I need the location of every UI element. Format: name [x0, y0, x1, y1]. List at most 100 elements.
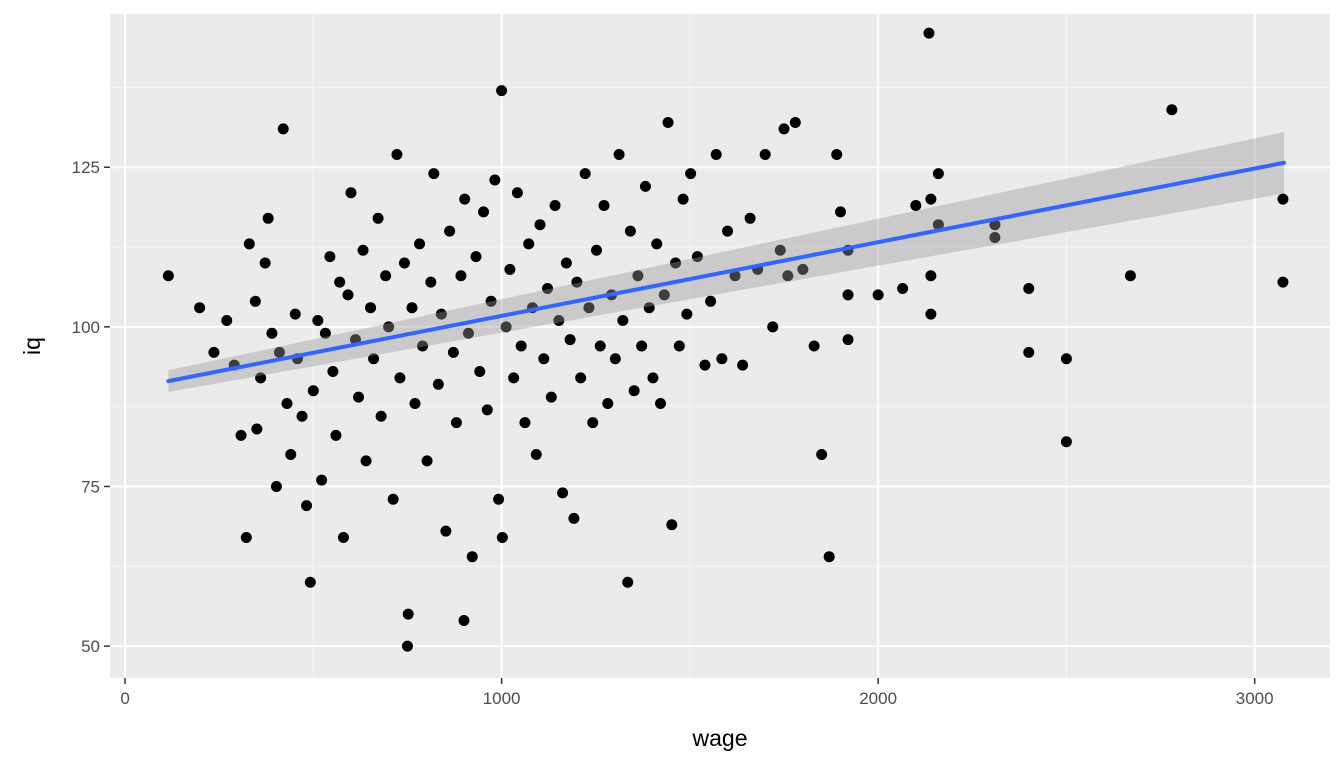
major-gridlines — [110, 14, 1330, 678]
x-tick-label: 3000 — [1236, 689, 1274, 708]
data-point — [662, 117, 674, 129]
data-point — [744, 212, 756, 224]
data-point — [553, 314, 565, 326]
data-point — [387, 493, 399, 505]
data-point — [722, 225, 734, 237]
data-point — [337, 532, 349, 544]
y-tick-label: 125 — [72, 158, 100, 177]
data-point — [394, 372, 406, 384]
data-point — [647, 372, 659, 384]
data-point — [312, 314, 324, 326]
data-point — [677, 193, 689, 205]
data-point — [655, 397, 667, 409]
data-point — [632, 270, 644, 282]
data-point — [368, 353, 380, 365]
data-point — [774, 244, 786, 256]
data-point — [598, 200, 610, 212]
data-point — [455, 270, 467, 282]
data-point — [925, 308, 937, 320]
data-point — [925, 193, 937, 205]
x-tick-label: 0 — [120, 689, 129, 708]
data-point — [989, 231, 1001, 243]
x-tick-label: 2000 — [859, 689, 897, 708]
data-point — [778, 123, 790, 135]
data-point — [208, 346, 220, 358]
data-point — [613, 148, 625, 160]
data-point — [504, 263, 516, 275]
data-point — [360, 455, 372, 467]
data-point — [417, 340, 429, 352]
data-point — [651, 238, 663, 250]
data-point — [737, 359, 749, 371]
data-point — [590, 244, 602, 256]
data-point — [255, 372, 267, 384]
data-point — [729, 270, 741, 282]
data-point — [262, 212, 274, 224]
data-point — [545, 391, 557, 403]
data-point — [617, 314, 629, 326]
data-point — [289, 308, 301, 320]
data-point — [628, 385, 640, 397]
data-point — [691, 251, 703, 263]
y-tick-label: 50 — [81, 637, 100, 656]
data-point — [571, 276, 583, 288]
data-point — [221, 314, 233, 326]
data-point — [808, 340, 820, 352]
data-point — [304, 576, 316, 588]
data-point — [481, 404, 493, 416]
data-point — [474, 366, 486, 378]
data-point — [897, 283, 909, 295]
data-point — [324, 251, 336, 263]
data-point — [658, 289, 670, 301]
data-point — [511, 187, 523, 199]
data-point — [478, 206, 490, 218]
data-point — [530, 449, 542, 461]
data-point — [989, 219, 1001, 231]
data-point — [489, 174, 501, 186]
axis-ticks — [104, 166, 1256, 684]
data-point — [285, 449, 297, 461]
data-point — [925, 270, 937, 282]
data-point — [673, 340, 685, 352]
data-point — [277, 123, 289, 135]
data-point — [162, 270, 174, 282]
data-point — [458, 615, 470, 627]
data-point — [622, 576, 634, 588]
data-point — [243, 238, 255, 250]
data-point — [365, 302, 377, 314]
data-point — [705, 295, 717, 307]
data-point — [330, 429, 342, 441]
data-point — [327, 366, 339, 378]
data-point — [579, 168, 591, 180]
data-point — [932, 219, 944, 231]
x-axis-tick-labels: 0 1000 2000 3000 — [120, 689, 1273, 708]
data-point — [538, 353, 550, 365]
data-point — [500, 321, 512, 333]
y-tick-label: 75 — [81, 477, 100, 496]
data-point — [270, 480, 282, 492]
data-point — [789, 117, 801, 129]
x-axis-title: wage — [692, 725, 748, 751]
data-point — [508, 372, 520, 384]
data-point — [834, 206, 846, 218]
data-point — [259, 257, 271, 269]
regression-fit — [166, 132, 1287, 392]
data-point — [685, 168, 697, 180]
data-point — [842, 289, 854, 301]
data-point — [307, 385, 319, 397]
data-point — [383, 321, 395, 333]
data-point — [636, 340, 648, 352]
data-point — [587, 417, 599, 429]
data-point — [319, 327, 331, 339]
data-point — [932, 168, 944, 180]
data-point — [594, 340, 606, 352]
data-point — [334, 276, 346, 288]
data-point — [459, 193, 471, 205]
data-point — [240, 532, 252, 544]
data-point — [435, 308, 447, 320]
data-point — [542, 283, 554, 295]
data-point — [372, 212, 384, 224]
data-point — [699, 359, 711, 371]
data-point — [342, 289, 354, 301]
